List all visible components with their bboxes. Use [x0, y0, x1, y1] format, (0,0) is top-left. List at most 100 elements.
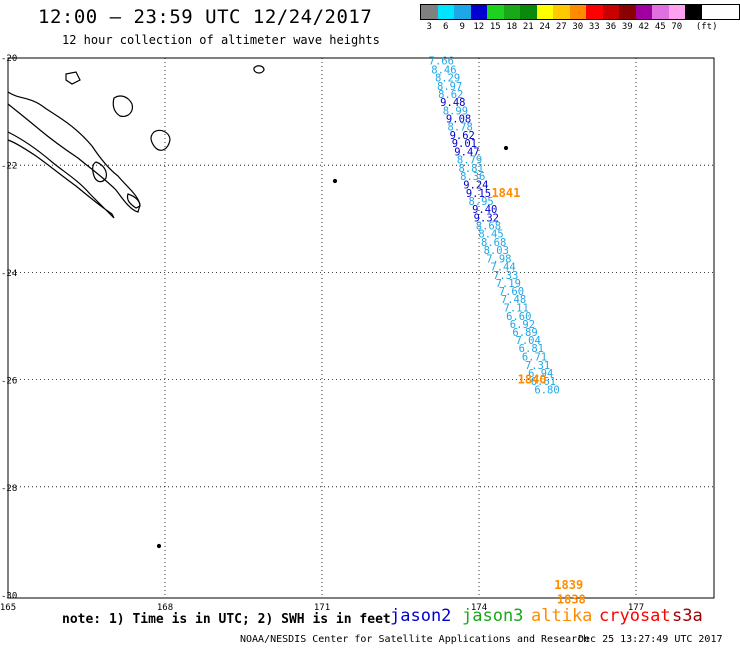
legend-swatch: [503, 5, 520, 19]
swh-observation: 9.08: [446, 114, 471, 126]
swh-observation: 6.61: [531, 376, 556, 388]
wave-height-legend: 3 6 9 12 15 18 21 24 27 30 33 36 39 42 45 70 (ft): [420, 4, 740, 36]
lon-tick-label: 165: [0, 603, 16, 613]
orbit-number: 1839: [554, 578, 583, 592]
legend-label: 39: [621, 22, 633, 32]
swh-observation: 7.98: [486, 253, 511, 265]
new-caledonia-coast: [7, 91, 141, 213]
legend-label: 33: [588, 22, 600, 32]
swh-observation: 8.03: [484, 245, 509, 257]
legend-swatch: [553, 5, 570, 19]
legend-label: 36: [605, 22, 617, 32]
timestamp-text: Dec 25 13:27:49 UTC 2017: [578, 634, 723, 645]
legend-swatch: [668, 5, 685, 19]
satellite-name: jason3: [462, 606, 524, 626]
map-title: 12:00 – 23:59 UTC 12/24/2017: [38, 6, 373, 28]
swh-observation: 9.47: [454, 146, 479, 158]
swh-observation: 7.04: [516, 335, 541, 347]
legend-label: 24: [539, 22, 551, 32]
new-caledonia-inner-coast: [7, 131, 115, 219]
credit-text: NOAA/NESDIS Center for Satellite Applica…: [240, 634, 590, 645]
swh-observation: 6.60: [506, 311, 531, 323]
observation-labels: 7.668.468.298.978.629.488.999.088.789.62…: [429, 56, 560, 397]
legend-label: 70: [671, 22, 683, 32]
satellite-name: altika: [531, 606, 593, 626]
swh-observation: 7.60: [499, 286, 524, 298]
lat-tick-label: -26: [1, 377, 17, 387]
legend-swatch: [586, 5, 603, 19]
legend-swatch: [470, 5, 487, 19]
legend-labels: 3 6 9 12 15 18 21 24 27 30 33 36 39 42 45 70 (ft): [420, 22, 740, 36]
island-outline-5: [92, 161, 107, 183]
swh-observation: 8.95: [468, 196, 493, 208]
lon-tick-label: 168: [157, 603, 173, 613]
islet-1: [332, 178, 338, 184]
swh-observation: 8.45: [478, 229, 503, 241]
map-frame: [7, 57, 715, 599]
legend-label: 45: [654, 22, 666, 32]
island-outline-6: [126, 193, 141, 209]
legend-label: 12: [473, 22, 485, 32]
swh-observation: 9.62: [450, 130, 475, 142]
lat-tick-label: -22: [1, 162, 17, 172]
satellite-name: jason2: [390, 606, 452, 626]
swh-observation: 6.81: [519, 343, 544, 355]
legend-label: 21: [522, 22, 534, 32]
legend-swatch: [520, 5, 537, 19]
swh-observation: 8.81: [458, 163, 483, 175]
legend-swatch: [635, 5, 652, 19]
legend-swatch: [569, 5, 586, 19]
legend-label: 15: [489, 22, 501, 32]
legend-swatch: [437, 5, 454, 19]
map-grid: [7, 57, 715, 599]
swh-observation: 9.15: [466, 188, 491, 200]
legend-label: 30: [572, 22, 584, 32]
island-outline-3: [253, 65, 265, 74]
swh-observation: 8.46: [431, 64, 456, 76]
swh-observation: 7.19: [496, 278, 521, 290]
swh-observation: 7.33: [493, 270, 518, 282]
swh-observation: 9.01: [452, 138, 477, 150]
swh-observation: 8.68: [476, 221, 501, 233]
lat-tick-label: -30: [1, 592, 17, 602]
legend-label: 18: [506, 22, 518, 32]
swh-observation: 6.89: [512, 327, 537, 339]
coastline: [7, 65, 509, 549]
legend-swatches: [420, 4, 740, 20]
swh-observation: 9.48: [440, 97, 465, 109]
swh-observation: 9.32: [474, 212, 499, 224]
lat-tick-label: -20: [1, 54, 17, 64]
island-outline-2: [150, 129, 171, 151]
swh-observation: 6.94: [528, 368, 553, 380]
swh-observation: 8.36: [460, 171, 485, 183]
lat-tick-label: -28: [1, 484, 17, 494]
swh-observation: 7.31: [525, 360, 550, 372]
legend-label: 27: [555, 22, 567, 32]
swh-observation: 8.79: [457, 155, 482, 167]
swh-observation: 6.80: [534, 385, 559, 397]
swh-observation: 8.29: [435, 73, 460, 85]
swh-observation: 9.40: [472, 204, 497, 216]
legend-label: 9: [459, 22, 465, 32]
swh-observation: 7.11: [504, 303, 529, 315]
swh-observation: 8.68: [481, 237, 506, 249]
orbit-number: 1838: [557, 592, 586, 606]
legend-label: 42: [638, 22, 650, 32]
swh-observation: 8.99: [443, 105, 468, 117]
satellite-name: s3a: [672, 606, 703, 626]
legend-label: 3: [426, 22, 432, 32]
legend-swatch: [602, 5, 619, 19]
swh-observation: 7.48: [501, 294, 526, 306]
legend-swatch: [487, 5, 504, 19]
legend-unit: (ft): [695, 22, 718, 32]
swh-observation: 9.24: [463, 179, 488, 191]
island-outline-4: [65, 71, 81, 85]
legend-label: 6: [443, 22, 449, 32]
footnote: note: 1) Time is in UTC; 2) SWH is in fe…: [62, 612, 391, 627]
legend-swatch: [619, 5, 636, 19]
islet-3: [156, 543, 162, 549]
swh-observation: 6.92: [510, 319, 535, 331]
lon-tick-label: 171: [314, 603, 330, 613]
island-outline-1: [112, 95, 133, 117]
